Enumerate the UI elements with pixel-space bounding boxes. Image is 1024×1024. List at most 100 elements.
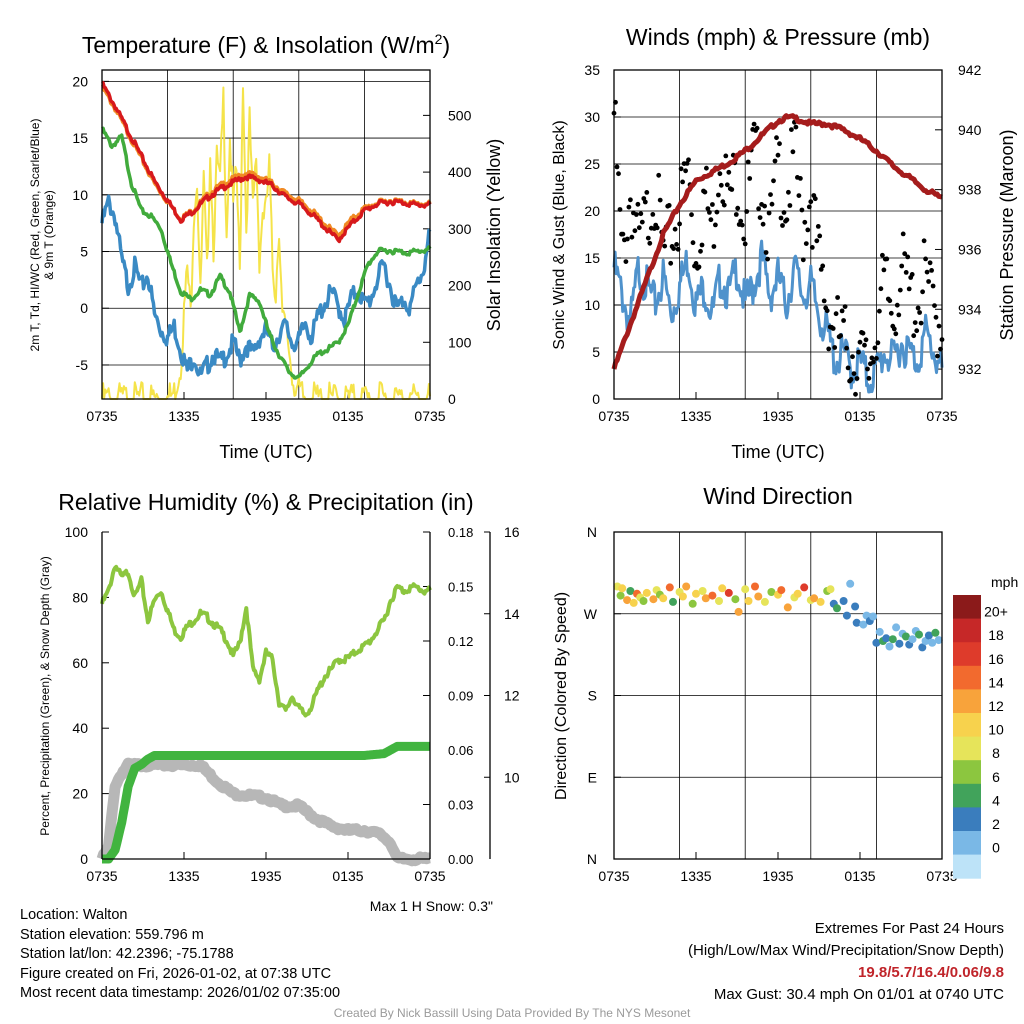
colorbar-label: 10	[988, 722, 1004, 738]
colorbar-label: 12	[988, 698, 1004, 714]
wind-direction-point	[918, 643, 927, 652]
precip-tick-label: 0.15	[448, 580, 473, 595]
gust-point	[705, 206, 711, 212]
gust-point	[639, 219, 645, 225]
colorbar-label: 0	[992, 840, 1000, 856]
gust-point	[830, 326, 836, 331]
colorbar-swatch	[953, 689, 981, 714]
gust-point	[838, 333, 843, 339]
wind-direction-point	[842, 611, 851, 620]
y-tick-label: 5	[80, 244, 88, 260]
gust-point	[769, 201, 775, 207]
gust-point	[881, 267, 887, 273]
gust-point	[699, 242, 705, 248]
gust-point	[862, 342, 867, 348]
precipitation-line	[99, 741, 433, 864]
gust-point	[906, 286, 912, 292]
gust-point	[936, 323, 942, 329]
colorbar-swatch	[953, 595, 981, 620]
gust-point	[647, 240, 653, 246]
gust-point	[874, 356, 879, 361]
extremes-legend: (High/Low/Max Wind/Precipitation/Snow De…	[688, 942, 1004, 959]
gust-point	[935, 353, 940, 359]
gust-point	[666, 203, 672, 208]
wind-direction-point	[934, 636, 943, 645]
gust-point	[875, 340, 881, 346]
wind-direction-point	[882, 634, 891, 643]
gust-point	[774, 135, 779, 141]
x-tick-label-humidity: 1335	[168, 868, 199, 884]
gust-point	[642, 199, 648, 205]
gust-point	[760, 221, 766, 227]
gust-point	[891, 326, 897, 332]
precip-tick-label: 0.03	[448, 798, 473, 813]
wind-direction-point	[734, 607, 743, 616]
hi-wc-line	[100, 194, 432, 377]
wind-direction-point	[928, 638, 937, 647]
y2-tick-label: 0	[448, 391, 456, 407]
plot-frame	[613, 69, 943, 400]
gust-point	[848, 377, 854, 382]
gust-point	[645, 235, 651, 241]
colorbar-swatch	[953, 665, 981, 690]
gust-point	[845, 365, 851, 371]
gust-point	[884, 256, 890, 262]
wind-direction-point	[715, 597, 723, 605]
gust-point	[716, 192, 721, 198]
colorbar-swatch	[953, 783, 981, 808]
gust-point	[798, 176, 803, 181]
credit-line: Created By Nick Bassill Using Data Provi…	[333, 1006, 691, 1020]
x-tick-label-temp: 0735	[86, 408, 117, 424]
x-tick-label-humidity: 1935	[250, 868, 281, 884]
wind-direction-point	[698, 587, 707, 595]
wind-direction-point	[760, 597, 769, 606]
gust-point	[636, 225, 642, 231]
y2-tick-label: 300	[448, 221, 472, 237]
x-tick-label-temp: 1935	[250, 408, 281, 424]
precip-tick-label: 0.06	[448, 743, 473, 758]
x-tick-label-winds: 1935	[762, 408, 793, 424]
x-tick-label-direction: 0735	[598, 868, 629, 884]
station-latlon: Station lat/lon: 42.2396; -75.1788	[20, 946, 234, 962]
y-tick-label: 15	[72, 130, 88, 146]
figure-created: Figure created on Fri, 2026-01-02, at 07…	[20, 965, 332, 982]
gust-point	[929, 268, 934, 273]
x-tick-label-winds: 0135	[844, 408, 875, 424]
y-tick-label: 30	[584, 109, 600, 125]
gust-point	[625, 236, 630, 242]
gust-point	[707, 210, 712, 215]
wind-direction-point	[924, 631, 933, 640]
wind-direction-point	[810, 594, 819, 603]
gust-point	[756, 206, 761, 212]
gust-point	[677, 221, 682, 227]
humidity-title: Relative Humidity (%) & Precipitation (i…	[58, 489, 473, 515]
gust-point	[869, 355, 875, 361]
y2-tick-label: 938	[958, 182, 982, 198]
wind-direction-point	[688, 599, 697, 608]
humidity-plot: 0 20 40 60 80 100 0.00 0.03 0.06 0.09 0.12 0.15 0.18…	[65, 524, 520, 884]
wind-direction-point	[616, 591, 625, 600]
winds-panel: Winds (mph) & Pressure (mb) 0 5 10 15 20 25 30…	[551, 24, 1017, 462]
x-tick-label-humidity: 0735	[86, 868, 117, 884]
gust-point	[616, 171, 621, 177]
gust-point	[923, 256, 928, 262]
gust-point	[617, 207, 623, 212]
x-tick-label-humidity: 0735	[414, 868, 445, 884]
gust-point	[744, 209, 750, 214]
gust-point	[656, 172, 662, 178]
gust-point	[860, 330, 866, 336]
gust-point	[683, 168, 688, 174]
colorbar-title: mph	[991, 574, 1018, 590]
y-tick-label: 20	[584, 203, 600, 219]
x-tick-label-direction: 1935	[762, 868, 793, 884]
wind-direction-point	[708, 591, 717, 600]
extremes-title: Extremes For Past 24 Hours	[814, 920, 1004, 937]
gust-point	[680, 179, 685, 185]
y-tick-label: 0	[592, 391, 600, 407]
wind-direction-point	[901, 632, 910, 641]
sonic-wind-line	[612, 239, 944, 394]
y-tick-label: 35	[584, 62, 600, 78]
gust-point	[877, 308, 882, 314]
gust-point	[690, 240, 696, 246]
